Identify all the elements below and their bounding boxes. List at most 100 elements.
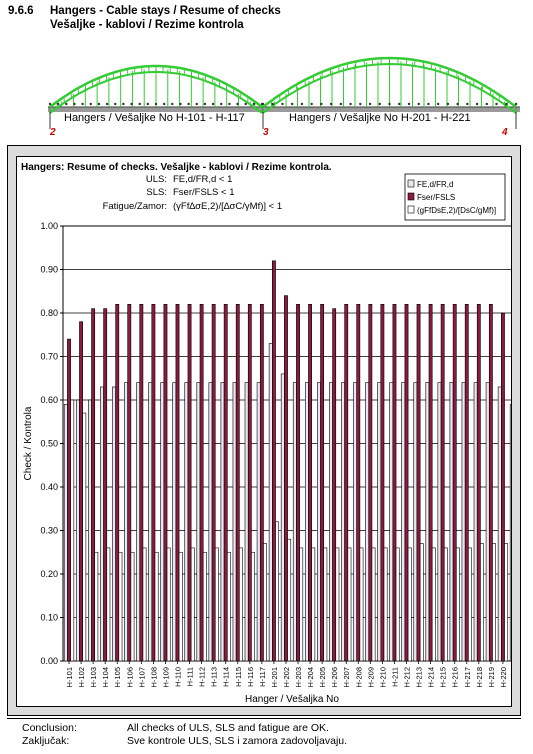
bar-H-105-series-1 [112, 386, 116, 662]
bar-H-211-series-2 [392, 304, 397, 662]
divider [7, 718, 521, 719]
x-tick-label: H-110 [174, 667, 183, 687]
x-tick-label: H-204 [306, 667, 315, 687]
bar-H-212-series-2 [404, 304, 409, 662]
bar-H-117-series-1 [256, 382, 261, 662]
x-tick-label: H-214 [427, 667, 436, 687]
bar-H-215-series-2 [440, 304, 445, 662]
bar-H-207-series-1 [341, 382, 345, 662]
span-1-deck-node [122, 102, 125, 106]
formula-expression: FE,d/FR,d < 1 [173, 174, 232, 185]
pier-label-2: 2 [50, 127, 56, 138]
bar-H-213-series-2 [416, 304, 421, 662]
pier-label-3: 3 [263, 127, 269, 138]
bar-H-117-series-2 [259, 304, 264, 662]
bar-H-210-series-2 [380, 304, 385, 662]
span-1-arch-bottom-chord [49, 71, 263, 114]
y-tick-label: 0.60 [40, 395, 58, 405]
x-tick-label: H-217 [463, 667, 472, 687]
bar-H-204-series-2 [308, 304, 312, 662]
x-tick-label: H-212 [403, 667, 412, 687]
span-1-deck-node [179, 102, 182, 106]
x-tick-label: H-201 [270, 667, 279, 687]
chart-title: Hangers: Resume of checks. Vešaljke - ka… [21, 162, 332, 173]
bar-H-204-series-3 [311, 547, 316, 662]
conclusion-text-en: All checks of ULS, SLS and fatigue are O… [127, 722, 329, 734]
bar-H-216-series-2 [452, 304, 457, 662]
bar-H-211-series-3 [395, 547, 400, 662]
span-2-deck-node [349, 102, 352, 106]
span-1-deck-node [203, 102, 207, 106]
bar-H-106-series-3 [130, 551, 135, 662]
bar-H-113-series-1 [208, 382, 213, 662]
y-axis-title: Check / Kontrola [23, 406, 34, 480]
bar-H-109-series-2 [163, 304, 168, 662]
conclusion-label-sr: Zaključak: [22, 735, 70, 747]
span-2-deck-node [339, 102, 343, 106]
conclusion-text-sr: Sve kontrole ULS, SLS i zamora zadovolja… [127, 735, 348, 747]
span-2-deck-node [466, 102, 469, 106]
bar-H-111-series-3 [190, 547, 195, 662]
x-tick-label: H-208 [354, 667, 363, 687]
x-tick-label: H-115 [234, 667, 243, 687]
span-1-deck-node [89, 102, 92, 106]
bar-H-215-series-1 [437, 382, 442, 662]
bridge-elevation-drawing [48, 56, 520, 129]
bar-H-202-series-3 [287, 538, 292, 662]
bar-H-206-series-2 [332, 308, 337, 662]
bar-H-102-series-1 [75, 399, 80, 662]
bar-H-214-series-2 [428, 304, 433, 662]
span-2-deck-node [485, 102, 489, 106]
section-heading: 9.6.6 Hangers - Cable stays / Resume of c… [8, 4, 281, 32]
bar-H-202-series-2 [284, 295, 288, 662]
x-tick-label: H-103 [89, 667, 98, 687]
bar-H-113-series-3 [214, 547, 219, 662]
span-1-deck-node [105, 102, 109, 106]
span-2-deck-node [436, 102, 440, 106]
bar-H-204-series-1 [304, 382, 309, 662]
span-2-deck-node [495, 102, 498, 106]
bar-H-102-series-3 [82, 412, 87, 662]
x-tick-label: H-106 [125, 667, 134, 687]
bar-H-112-series-3 [202, 551, 207, 662]
legend-swatch [407, 205, 415, 214]
legend-label: FE,d/FR,d [417, 180, 453, 189]
y-tick-label: 0.40 [40, 482, 58, 492]
formula-label: SLS: [146, 187, 167, 198]
span-1-deck-node [65, 102, 68, 106]
bar-H-215-series-3 [443, 547, 448, 662]
bar-H-216-series-1 [449, 382, 454, 662]
bar-H-221-series-1 [509, 404, 511, 662]
formula-label: Fatigue/Zamor: [103, 201, 167, 212]
span-1-deck-node [73, 102, 76, 106]
y-tick-label: 0.00 [40, 656, 58, 666]
bar-H-106-series-2 [127, 304, 132, 662]
x-tick-label: H-213 [415, 667, 424, 687]
span-1-deck-node [48, 102, 52, 106]
x-tick-label: H-116 [246, 667, 255, 687]
section-title-sr: Vešaljke - kablovi / Rezime kontrola [50, 19, 244, 31]
bar-H-217-series-1 [461, 382, 466, 662]
span-1-deck-node [162, 102, 166, 106]
bar-H-220-series-3 [504, 543, 509, 662]
bar-H-107-series-3 [142, 547, 147, 662]
bar-H-108-series-1 [148, 382, 153, 662]
bar-H-206-series-1 [329, 382, 333, 662]
span-1-deck-node [114, 102, 117, 106]
span-2-deck-node [359, 102, 362, 106]
legend-label: (gFfDsE,2)/[DsC/gMf)] [417, 206, 496, 215]
bar-H-109-series-1 [160, 382, 165, 662]
bar-H-111-series-1 [184, 382, 189, 662]
x-tick-label: H-117 [258, 667, 267, 687]
bar-H-114-series-3 [227, 551, 231, 662]
bar-H-104-series-3 [106, 547, 111, 662]
span-2-deck-node [514, 102, 518, 106]
bar-H-216-series-3 [456, 547, 460, 662]
bar-H-116-series-3 [251, 551, 255, 662]
chart-panel: 0.00 0.10 0.20 0.30 0.40 0.50 0.60 0.70 0.80 0.90… [16, 156, 512, 707]
span-2-arch-bottom-chord [262, 62, 517, 114]
legend-swatch [407, 179, 415, 188]
span-2-deck-node [417, 102, 420, 106]
x-tick-label: H-108 [149, 667, 158, 687]
bar-H-205-series-1 [317, 382, 321, 662]
